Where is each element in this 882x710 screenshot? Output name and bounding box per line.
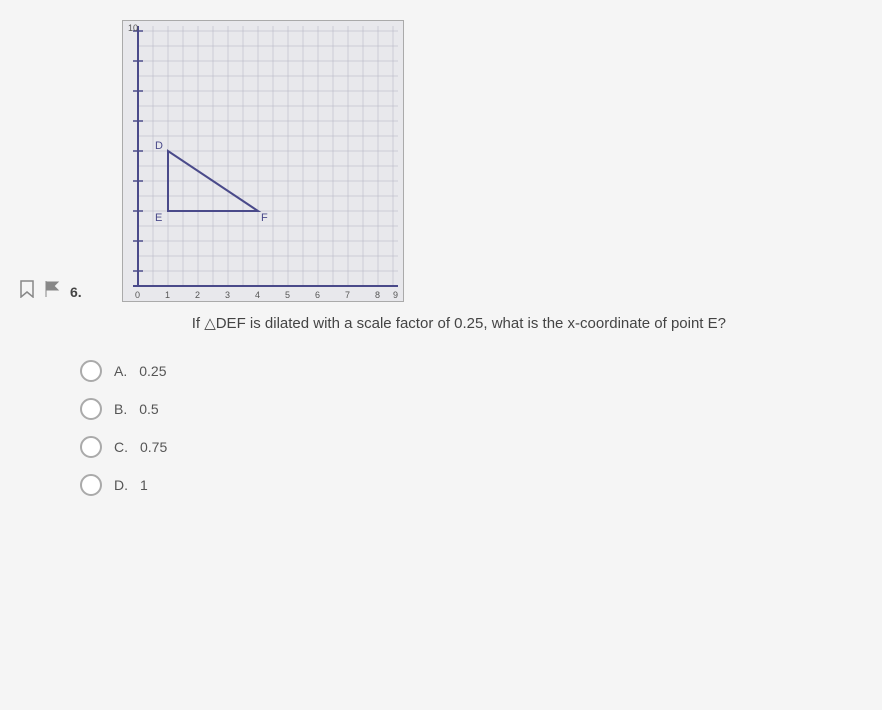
vertex-e-label: E <box>155 212 162 224</box>
option-d-letter: D. <box>114 477 128 493</box>
svg-text:5: 5 <box>285 290 290 300</box>
svg-text:9: 9 <box>393 290 398 300</box>
question-text: If △DEF is dilated with a scale factor o… <box>192 314 726 332</box>
option-a[interactable]: A. 0.25 <box>80 360 862 382</box>
coordinate-graph: D E F 10 0 1 2 3 4 5 6 7 8 9 <box>122 20 404 302</box>
radio-icon[interactable] <box>80 474 102 496</box>
option-c-value: 0.75 <box>140 439 167 455</box>
radio-icon[interactable] <box>80 360 102 382</box>
svg-text:0: 0 <box>135 290 140 300</box>
svg-text:7: 7 <box>345 290 350 300</box>
option-c-letter: C. <box>114 439 128 455</box>
vertex-d-label: D <box>155 140 163 152</box>
graph-and-content: D E F 10 0 1 2 3 4 5 6 7 8 9 If △DEF is … <box>92 20 726 344</box>
option-c[interactable]: C. 0.75 <box>80 436 862 458</box>
svg-text:6: 6 <box>315 290 320 300</box>
svg-text:8: 8 <box>375 290 380 300</box>
bookmark-icon[interactable] <box>20 280 34 303</box>
question-controls: 6. <box>20 280 82 303</box>
y-axis-top-label: 10 <box>128 23 138 33</box>
question-number: 6. <box>70 284 82 300</box>
option-b-letter: B. <box>114 401 127 417</box>
flag-icon[interactable] <box>44 280 60 303</box>
svg-text:4: 4 <box>255 290 260 300</box>
svg-text:2: 2 <box>195 290 200 300</box>
option-a-value: 0.25 <box>139 363 166 379</box>
answer-options: A. 0.25 B. 0.5 C. 0.75 D. 1 <box>80 360 862 496</box>
question-container: 6. <box>20 20 862 344</box>
svg-text:1: 1 <box>165 290 170 300</box>
option-d[interactable]: D. 1 <box>80 474 862 496</box>
option-b-value: 0.5 <box>139 401 158 417</box>
radio-icon[interactable] <box>80 398 102 420</box>
option-a-letter: A. <box>114 363 127 379</box>
option-b[interactable]: B. 0.5 <box>80 398 862 420</box>
option-d-value: 1 <box>140 477 148 493</box>
radio-icon[interactable] <box>80 436 102 458</box>
vertex-f-label: F <box>261 212 268 224</box>
svg-text:3: 3 <box>225 290 230 300</box>
